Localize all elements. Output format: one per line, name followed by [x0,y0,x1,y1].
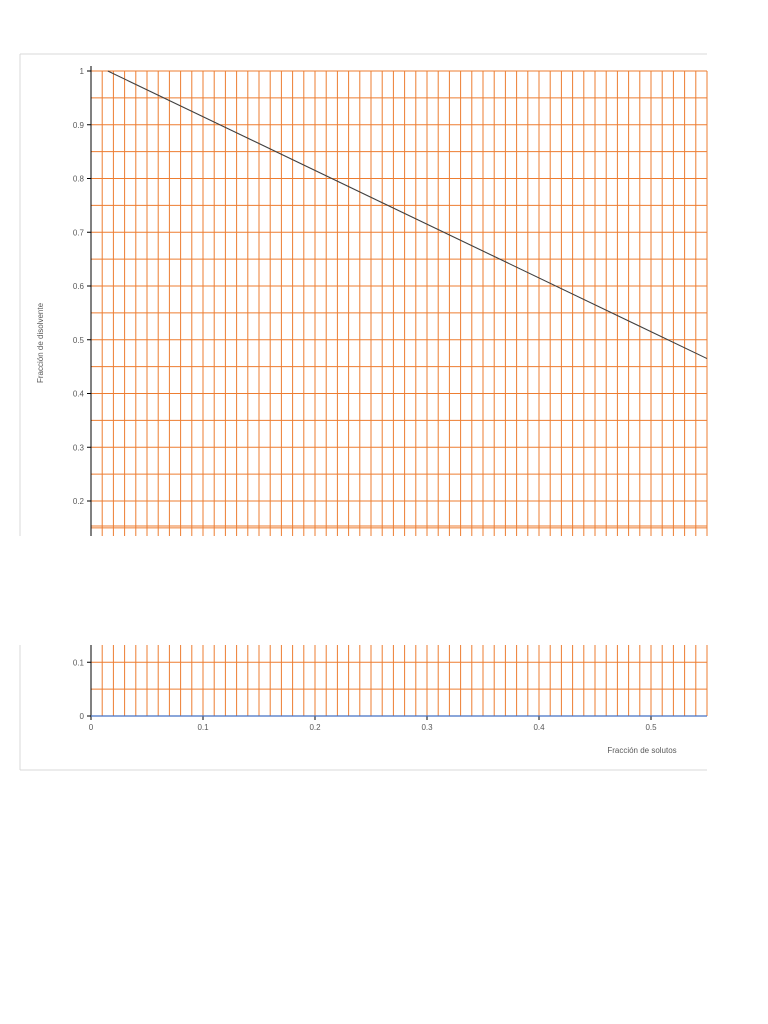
y-axis-title: Fracción de disolvente [36,302,45,383]
x-tick-label: 0.2 [309,723,321,732]
y-tick-label: 0.1 [73,658,85,667]
x-axis-title: Fracción de solutos [607,746,676,755]
grid-lines [91,70,708,716]
tick-labels: 0 0.1 0.2 0.3 0.4 0.5 0.6 0.7 0.8 0.9 1 0 0.1 0.2 0.3 0… [73,67,657,732]
y-tick-label: 0.6 [73,282,85,291]
x-tick-label: 0.1 [197,723,209,732]
y-tick-label: 0.3 [73,443,85,452]
y-tick-label: 0.4 [73,390,85,399]
series-lines [91,70,708,717]
y-tick-label: 0.2 [73,497,85,506]
y-tick-label: 0 [80,712,85,721]
x-tick-label: 0.5 [645,723,657,732]
chart-frame [19,53,707,771]
series-line-solvent [107,70,708,360]
y-tick-label: 0.5 [73,336,85,345]
y-tick-label: 1 [80,67,85,76]
y-tick-label: 0.7 [73,228,85,237]
y-tick-label: 0.8 [73,175,85,184]
y-tick-label: 0.9 [73,121,85,130]
x-tick-label: 0.4 [533,723,545,732]
x-tick-label: 0.3 [421,723,433,732]
axes [87,66,652,720]
x-tick-label: 0 [89,723,94,732]
